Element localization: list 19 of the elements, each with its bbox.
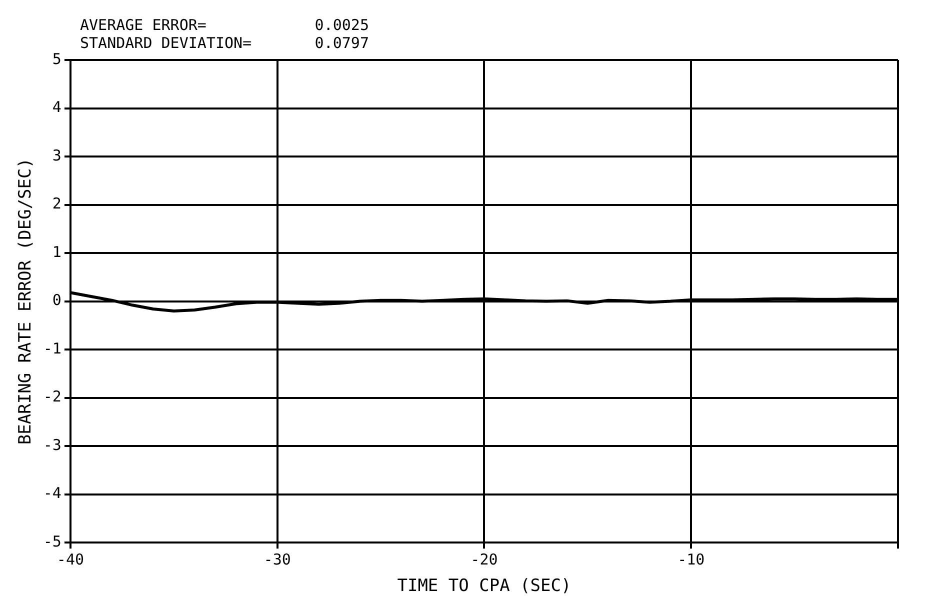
y-tick-label: -2 <box>43 388 62 406</box>
x-tick-label: -40 <box>56 550 84 568</box>
y-tick-label: 5 <box>52 50 62 68</box>
y-tick-label: -5 <box>43 532 62 550</box>
y-tick-label: 3 <box>52 146 62 164</box>
y-tick-label: 1 <box>52 242 62 261</box>
text: STANDARD DEVIATION= 0.0797 <box>80 34 369 52</box>
x-tick-label: -10 <box>678 550 705 568</box>
y-tick-label: -4 <box>43 484 62 502</box>
x-tick-label: -30 <box>264 550 291 568</box>
x-tick-label: -20 <box>470 550 498 568</box>
y-tick-label: 4 <box>52 98 62 116</box>
y-tick-label: 2 <box>52 194 62 213</box>
y-axis-title: BEARING RATE ERROR (DEG/SEC) <box>16 158 36 445</box>
x-axis-title: TIME TO CPA (SEC) <box>397 576 572 596</box>
y-tick-label: -3 <box>43 436 62 454</box>
y-tick-label: 0 <box>52 291 62 310</box>
y-tick-label: -1 <box>43 339 62 358</box>
text: AVERAGE ERROR= 0.0025 <box>80 16 369 34</box>
